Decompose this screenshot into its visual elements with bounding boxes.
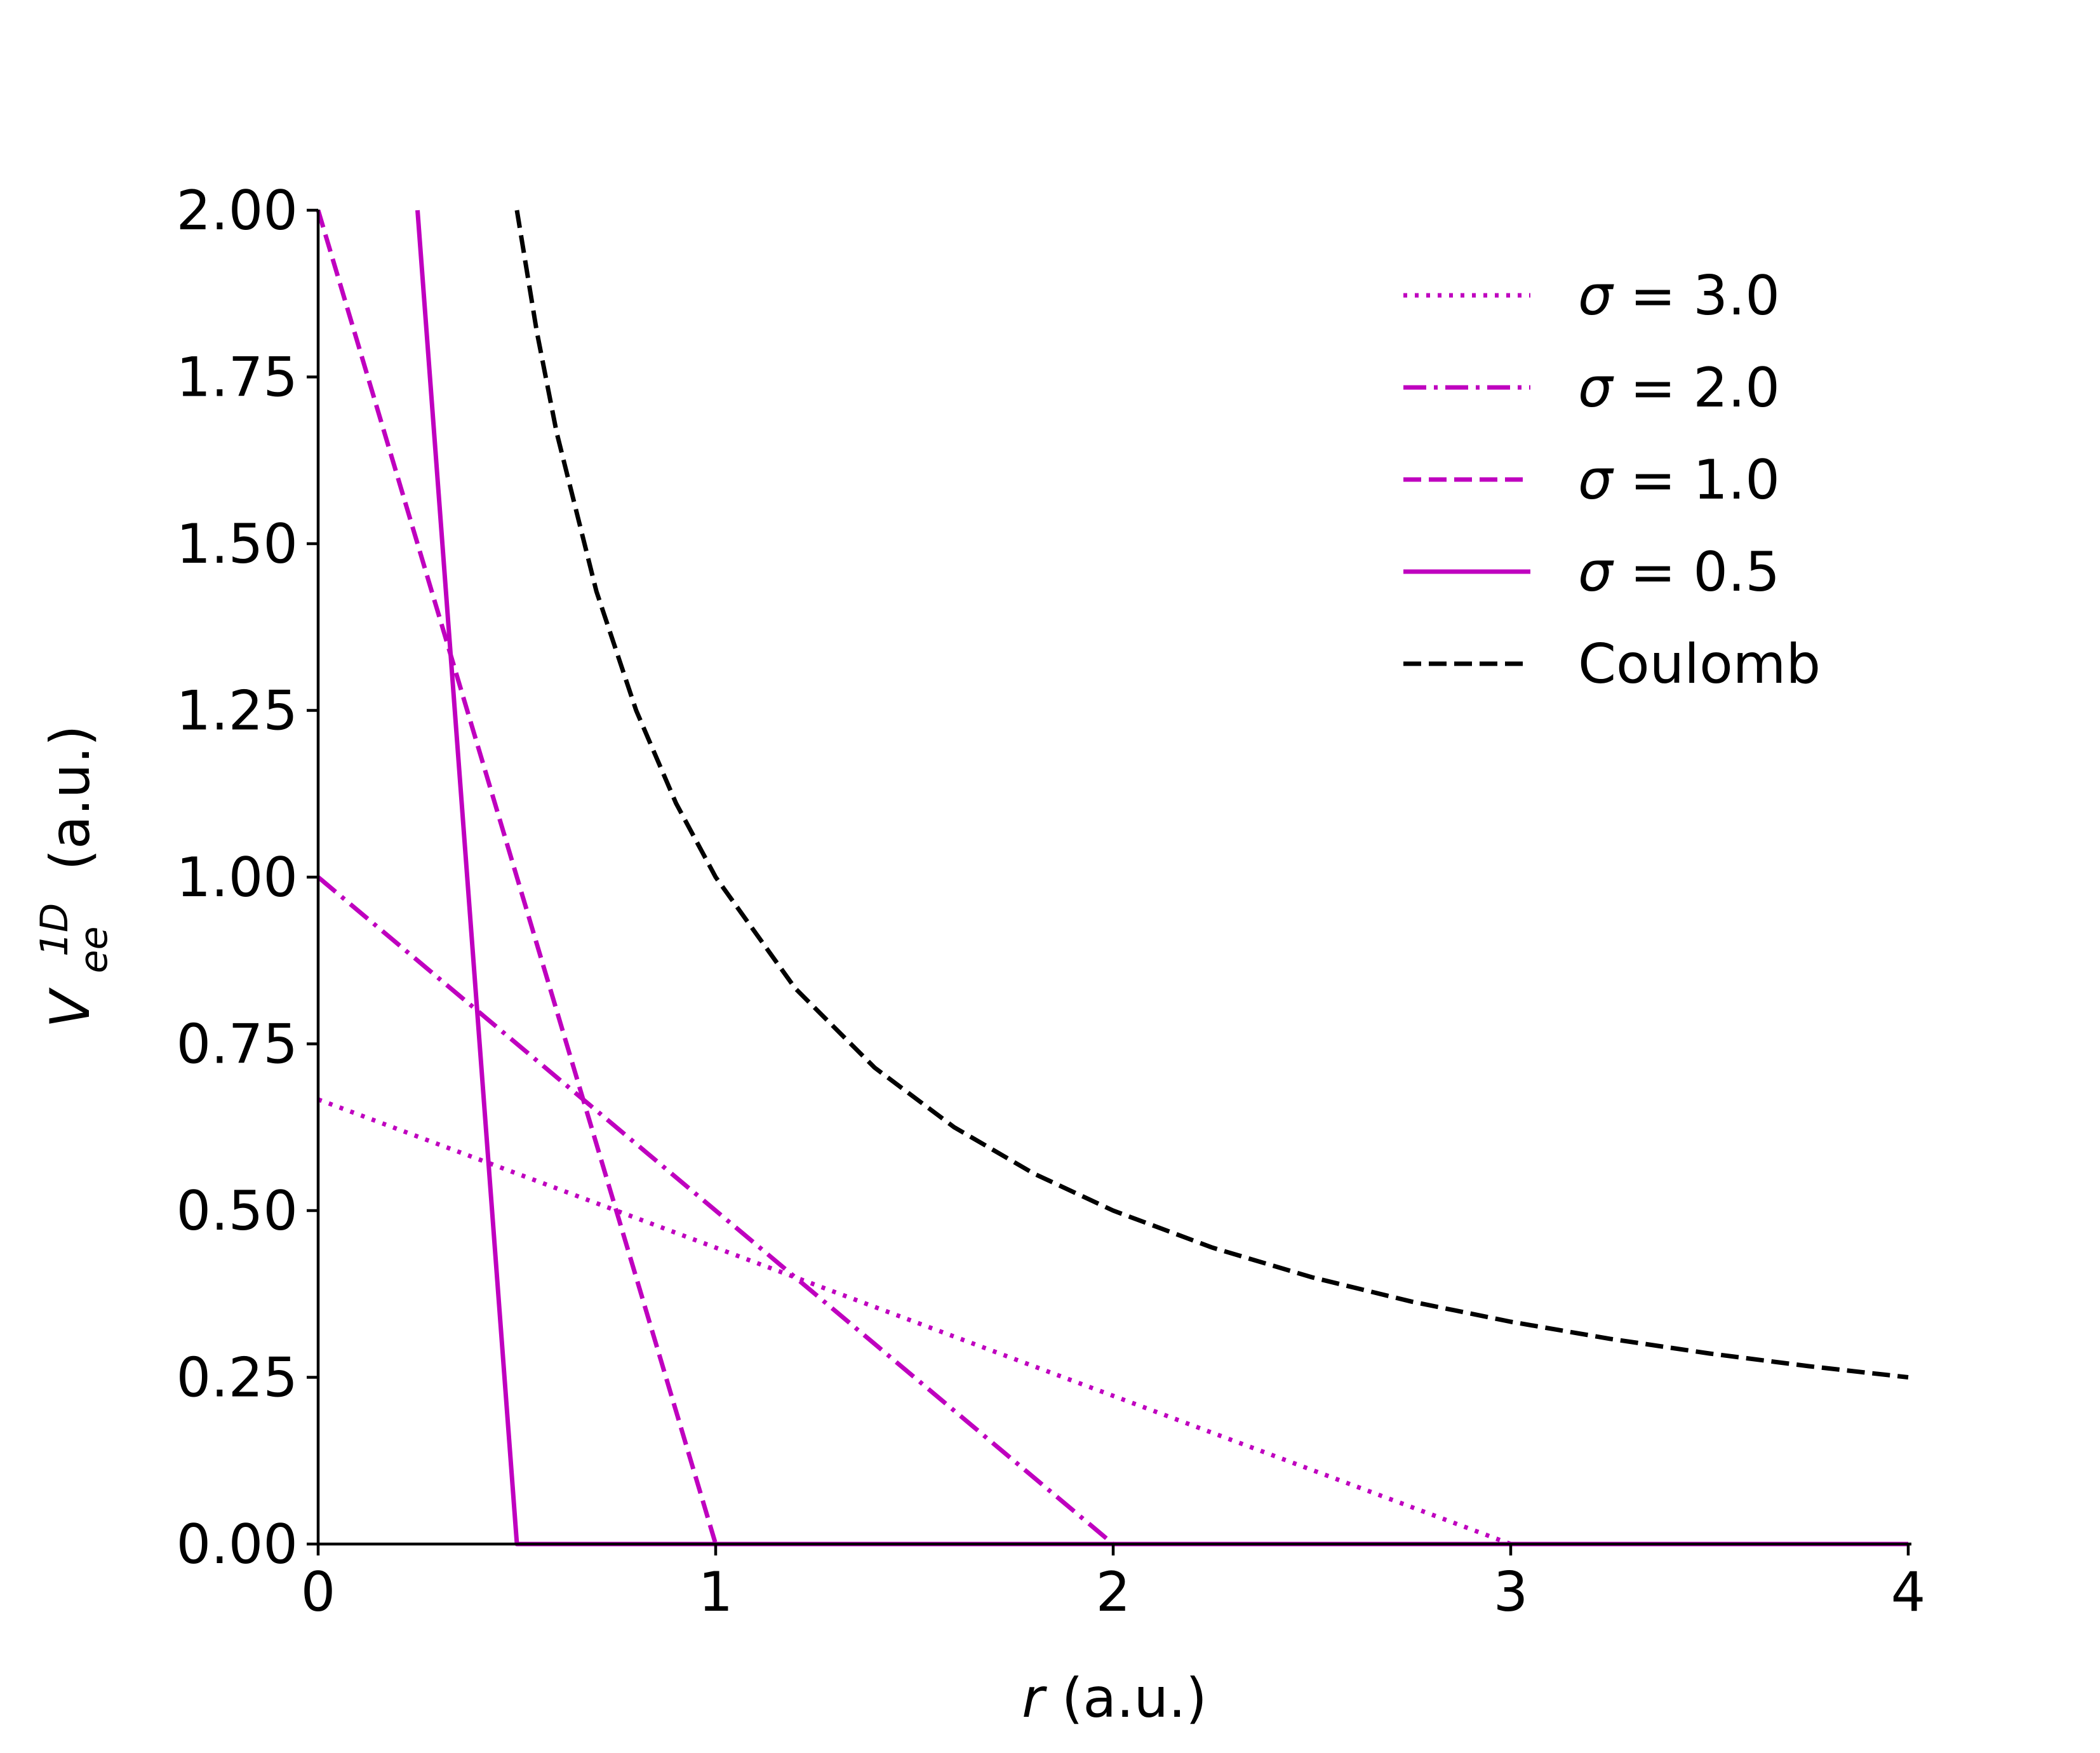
x-axis-label: r (a.u.) xyxy=(1022,1667,1207,1730)
y-axis-label-unit: (a.u.) xyxy=(39,725,102,870)
legend: σ = 3.0 σ = 2.0 σ = 1.0 σ = 0.5 Coulomb xyxy=(1403,264,1821,696)
x-axis-label-unit: (a.u.) xyxy=(1062,1667,1207,1730)
legend-label: σ = 3.0 xyxy=(1578,264,1780,328)
y-tick-label: 0.75 xyxy=(177,1013,298,1077)
y-axis-label-sup: 1D xyxy=(32,903,77,957)
y-tick-label: 1.50 xyxy=(177,513,298,576)
svg-text:V ee 1D: V ee 1D (a.u.) xyxy=(17,725,120,1028)
legend-label: σ = 0.5 xyxy=(1578,541,1780,604)
y-tick-label: 0.25 xyxy=(177,1347,298,1410)
legend-label: σ = 2.0 xyxy=(1578,356,1780,420)
x-tick-label: 1 xyxy=(699,1561,733,1624)
y-tick-label: 0.00 xyxy=(177,1513,298,1576)
x-axis-label-var: r xyxy=(1022,1667,1047,1730)
x-tick-label: 0 xyxy=(301,1561,336,1624)
x-axis-ticks: 0 1 2 3 4 xyxy=(301,1544,1926,1624)
y-axis-label-sub: ee xyxy=(72,927,116,974)
y-axis-ticks: 0.00 0.25 0.50 0.75 1.00 1.25 1.50 1.75 2.00 xyxy=(177,179,318,1576)
x-tick-label: 2 xyxy=(1096,1561,1131,1624)
x-tick-label: 4 xyxy=(1891,1561,1926,1624)
y-tick-label: 2.00 xyxy=(177,179,298,243)
y-axis-label: V ee 1D (a.u.) xyxy=(17,725,120,1028)
legend-label: σ = 1.0 xyxy=(1578,448,1780,512)
y-tick-label: 1.75 xyxy=(177,346,298,410)
y-tick-label: 1.25 xyxy=(177,680,298,743)
y-tick-label: 1.00 xyxy=(177,846,298,910)
series-line-0 xyxy=(317,1097,1908,1547)
legend-label: Coulomb xyxy=(1578,633,1821,696)
series-line-4 xyxy=(514,210,1909,1380)
y-tick-label: 0.50 xyxy=(177,1179,298,1243)
x-tick-label: 3 xyxy=(1494,1561,1528,1624)
y-axis-label-var: V xyxy=(39,988,102,1028)
